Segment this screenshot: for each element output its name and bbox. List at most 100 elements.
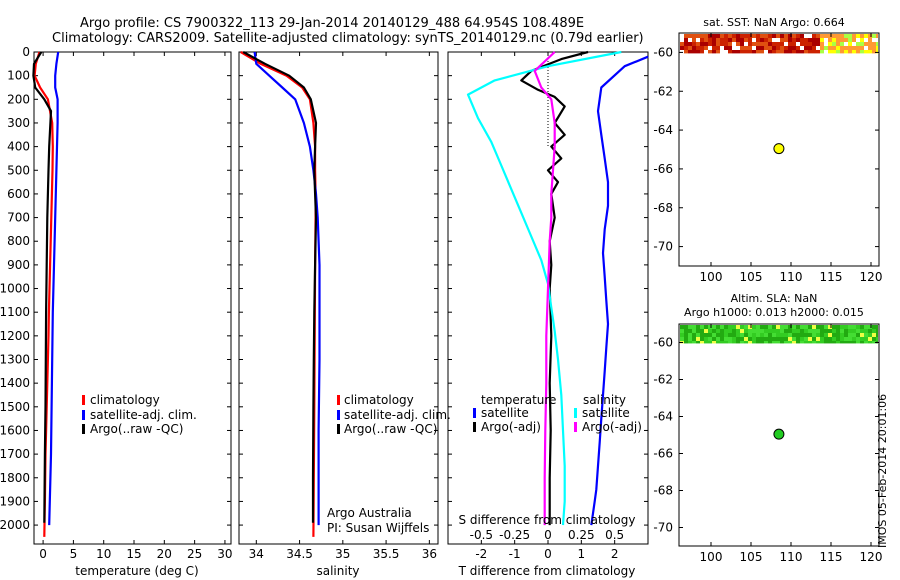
map-cell: [816, 337, 820, 341]
map-cell: [860, 337, 864, 341]
map-cell: [836, 38, 840, 42]
map-cell: [860, 42, 864, 46]
legend-swatch-argo: [82, 424, 85, 434]
map-cell: [696, 42, 700, 46]
map-cell: [764, 34, 768, 38]
map-cell: [824, 38, 828, 42]
map-cell: [764, 38, 768, 42]
map-cell: [860, 341, 864, 344]
map-cell: [816, 341, 820, 344]
map-cell: [688, 325, 692, 329]
map-cell: [840, 42, 844, 46]
map-cell: [720, 325, 724, 329]
map-cell: [832, 38, 836, 42]
map-cell: [744, 333, 748, 337]
map-cell: [736, 38, 740, 42]
map-cell: [704, 50, 708, 54]
temp-satellite-line: [48, 51, 60, 526]
x-tick-label: 36: [422, 547, 437, 561]
map-cell: [760, 42, 764, 46]
map-cell: [808, 50, 812, 54]
map-cell: [824, 42, 828, 46]
y-tick-label: 1800: [0, 471, 30, 485]
map-cell: [692, 341, 696, 344]
map-cell: [784, 325, 788, 329]
map-cell: [748, 337, 752, 341]
map-cell: [752, 38, 756, 42]
map-cell: [708, 46, 712, 50]
map-cell: [804, 34, 808, 38]
map-cell: [720, 42, 724, 46]
map-cell: [828, 42, 832, 46]
y-tick-label: -70: [653, 521, 673, 535]
map-cell: [764, 325, 768, 329]
map-cell: [848, 325, 852, 329]
map-cell: [700, 50, 704, 54]
map-cell: [820, 325, 824, 329]
x-tick-label: 5: [70, 547, 78, 561]
map-cell: [836, 46, 840, 50]
map-cell: [696, 341, 700, 344]
map-cell: [756, 38, 760, 42]
map-cell: [712, 325, 716, 329]
map-cell: [860, 325, 864, 329]
map-cell: [800, 38, 804, 42]
map-cell: [840, 341, 844, 344]
map-cell: [744, 34, 748, 38]
map-cell: [780, 341, 784, 344]
map-cell: [820, 46, 824, 50]
x-tick-label: 34: [249, 547, 264, 561]
map-cell: [680, 337, 684, 341]
map-cell: [696, 46, 700, 50]
y-tick-label: 1400: [0, 376, 30, 390]
map-cell: [804, 325, 808, 329]
map-cell: [704, 46, 708, 50]
map-cell: [804, 329, 808, 333]
map-cell: [848, 337, 852, 341]
diff-sal-satellite-line: [466, 50, 622, 526]
map-cell: [760, 337, 764, 341]
map-cell: [784, 42, 788, 46]
map-cell: [768, 329, 772, 333]
map-cell: [776, 337, 780, 341]
legend-argo: Argo(..raw -QC): [90, 422, 183, 436]
map-cell: [700, 325, 704, 329]
map-cell: [844, 46, 848, 50]
map-cell: [788, 34, 792, 38]
map-cell: [680, 46, 684, 50]
map-cell: [756, 325, 760, 329]
map-cell: [796, 50, 800, 54]
map-cell: [784, 329, 788, 333]
map-cell: [752, 46, 756, 50]
map-cell: [840, 50, 844, 54]
y-tick-label: 1500: [0, 400, 30, 414]
map-cell: [692, 329, 696, 333]
map-cell: [780, 325, 784, 329]
map-cell: [852, 329, 856, 333]
map-cell: [840, 34, 844, 38]
map-cell: [848, 46, 852, 50]
map-cell: [828, 46, 832, 50]
map-cell: [788, 38, 792, 42]
map-cell: [712, 337, 716, 341]
map-cell: [796, 325, 800, 329]
map-cell: [824, 333, 828, 337]
map-cell: [872, 333, 876, 337]
map-cell: [716, 325, 720, 329]
map-cell: [740, 46, 744, 50]
map-cell: [820, 42, 824, 46]
x-tick-label: 105: [740, 550, 763, 564]
map-cell: [872, 46, 876, 50]
map-cell: [724, 50, 728, 54]
map-cell: [836, 42, 840, 46]
map-cell: [684, 333, 688, 337]
map-cell: [776, 42, 780, 46]
temperature-legend: climatology satellite-adj. clim. Argo(..…: [82, 393, 197, 436]
map-cell: [696, 325, 700, 329]
map-cell: [788, 337, 792, 341]
map-cell: [748, 38, 752, 42]
map-cell: [688, 38, 692, 42]
map-cell: [792, 341, 796, 344]
map-cell: [712, 341, 716, 344]
map-cell: [816, 46, 820, 50]
